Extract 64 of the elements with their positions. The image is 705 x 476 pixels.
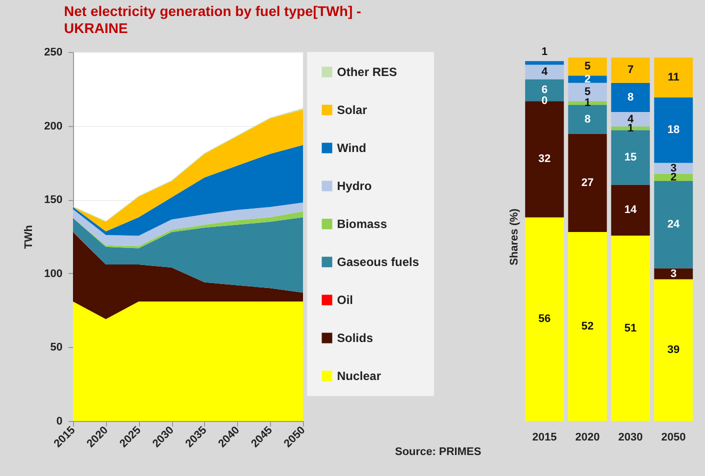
x-tick-label: 2015	[532, 432, 557, 444]
data-label: 5	[584, 86, 591, 98]
bar	[611, 236, 650, 421]
legend-label: Solids	[337, 331, 374, 345]
data-label: 56	[538, 313, 551, 326]
data-label: 5	[584, 60, 591, 73]
y-tick-label: 200	[44, 120, 62, 132]
y-axis-title: TWh	[23, 224, 36, 249]
bar	[654, 279, 693, 421]
legend-label: Hydro	[337, 179, 372, 193]
legend-label: Oil	[337, 293, 354, 307]
data-label: 18	[667, 124, 680, 136]
bar	[654, 57, 693, 98]
bar	[568, 104, 607, 134]
data-label: 3	[670, 268, 677, 280]
y-tick-label: 0	[56, 416, 62, 428]
data-label: 39	[667, 344, 680, 356]
bar	[568, 232, 607, 421]
bar	[525, 61, 564, 65]
legend-label: Gaseous fuels	[337, 255, 420, 269]
data-label: 8	[627, 91, 634, 104]
legend-label: Biomass	[337, 217, 388, 231]
data-label: 1	[541, 46, 548, 58]
x-tick-label: 2020	[575, 432, 600, 444]
bar	[525, 64, 564, 80]
bar	[525, 217, 564, 421]
chart-title: Net electricity generation by fuel type[TWh] - UKRAINE	[64, 3, 362, 37]
bar	[611, 130, 650, 185]
legend-label: Solar	[337, 103, 368, 117]
data-label: 24	[667, 218, 680, 231]
data-label: 14	[624, 204, 638, 216]
data-label: 6	[541, 84, 548, 96]
source-note: Source: PRIMES	[395, 446, 482, 458]
data-label: 51	[624, 322, 637, 334]
bar	[654, 97, 693, 163]
x-tick-label: 2050	[661, 432, 686, 444]
data-label: 7	[627, 64, 634, 76]
data-label: 52	[581, 320, 594, 332]
bar	[568, 57, 607, 76]
y-tick-label: 250	[44, 46, 62, 58]
data-label: 8	[584, 113, 591, 126]
bar	[654, 268, 693, 280]
data-label: 15	[624, 151, 637, 164]
data-label: 27	[581, 176, 594, 189]
bar	[611, 82, 650, 112]
data-label: 11	[668, 71, 680, 84]
bar	[654, 162, 693, 174]
bar	[568, 76, 607, 83]
bar	[568, 134, 607, 232]
legend-label: Wind	[337, 141, 366, 155]
bar	[611, 57, 650, 83]
bar	[611, 184, 650, 236]
data-label: 32	[538, 153, 551, 166]
data-label: 0	[541, 95, 548, 108]
y-tick-label: 50	[50, 342, 62, 354]
data-label: 4	[541, 66, 548, 78]
x-tick-label: 2030	[618, 432, 643, 444]
y-axis-title: Shares (%)	[508, 208, 520, 266]
legend-label: Nuclear	[337, 369, 382, 383]
data-label: 2	[584, 73, 591, 86]
y-tick-label: 150	[44, 194, 62, 206]
bar	[654, 181, 693, 268]
legend-label: Other RES	[337, 65, 398, 79]
y-tick-label: 100	[44, 268, 62, 280]
